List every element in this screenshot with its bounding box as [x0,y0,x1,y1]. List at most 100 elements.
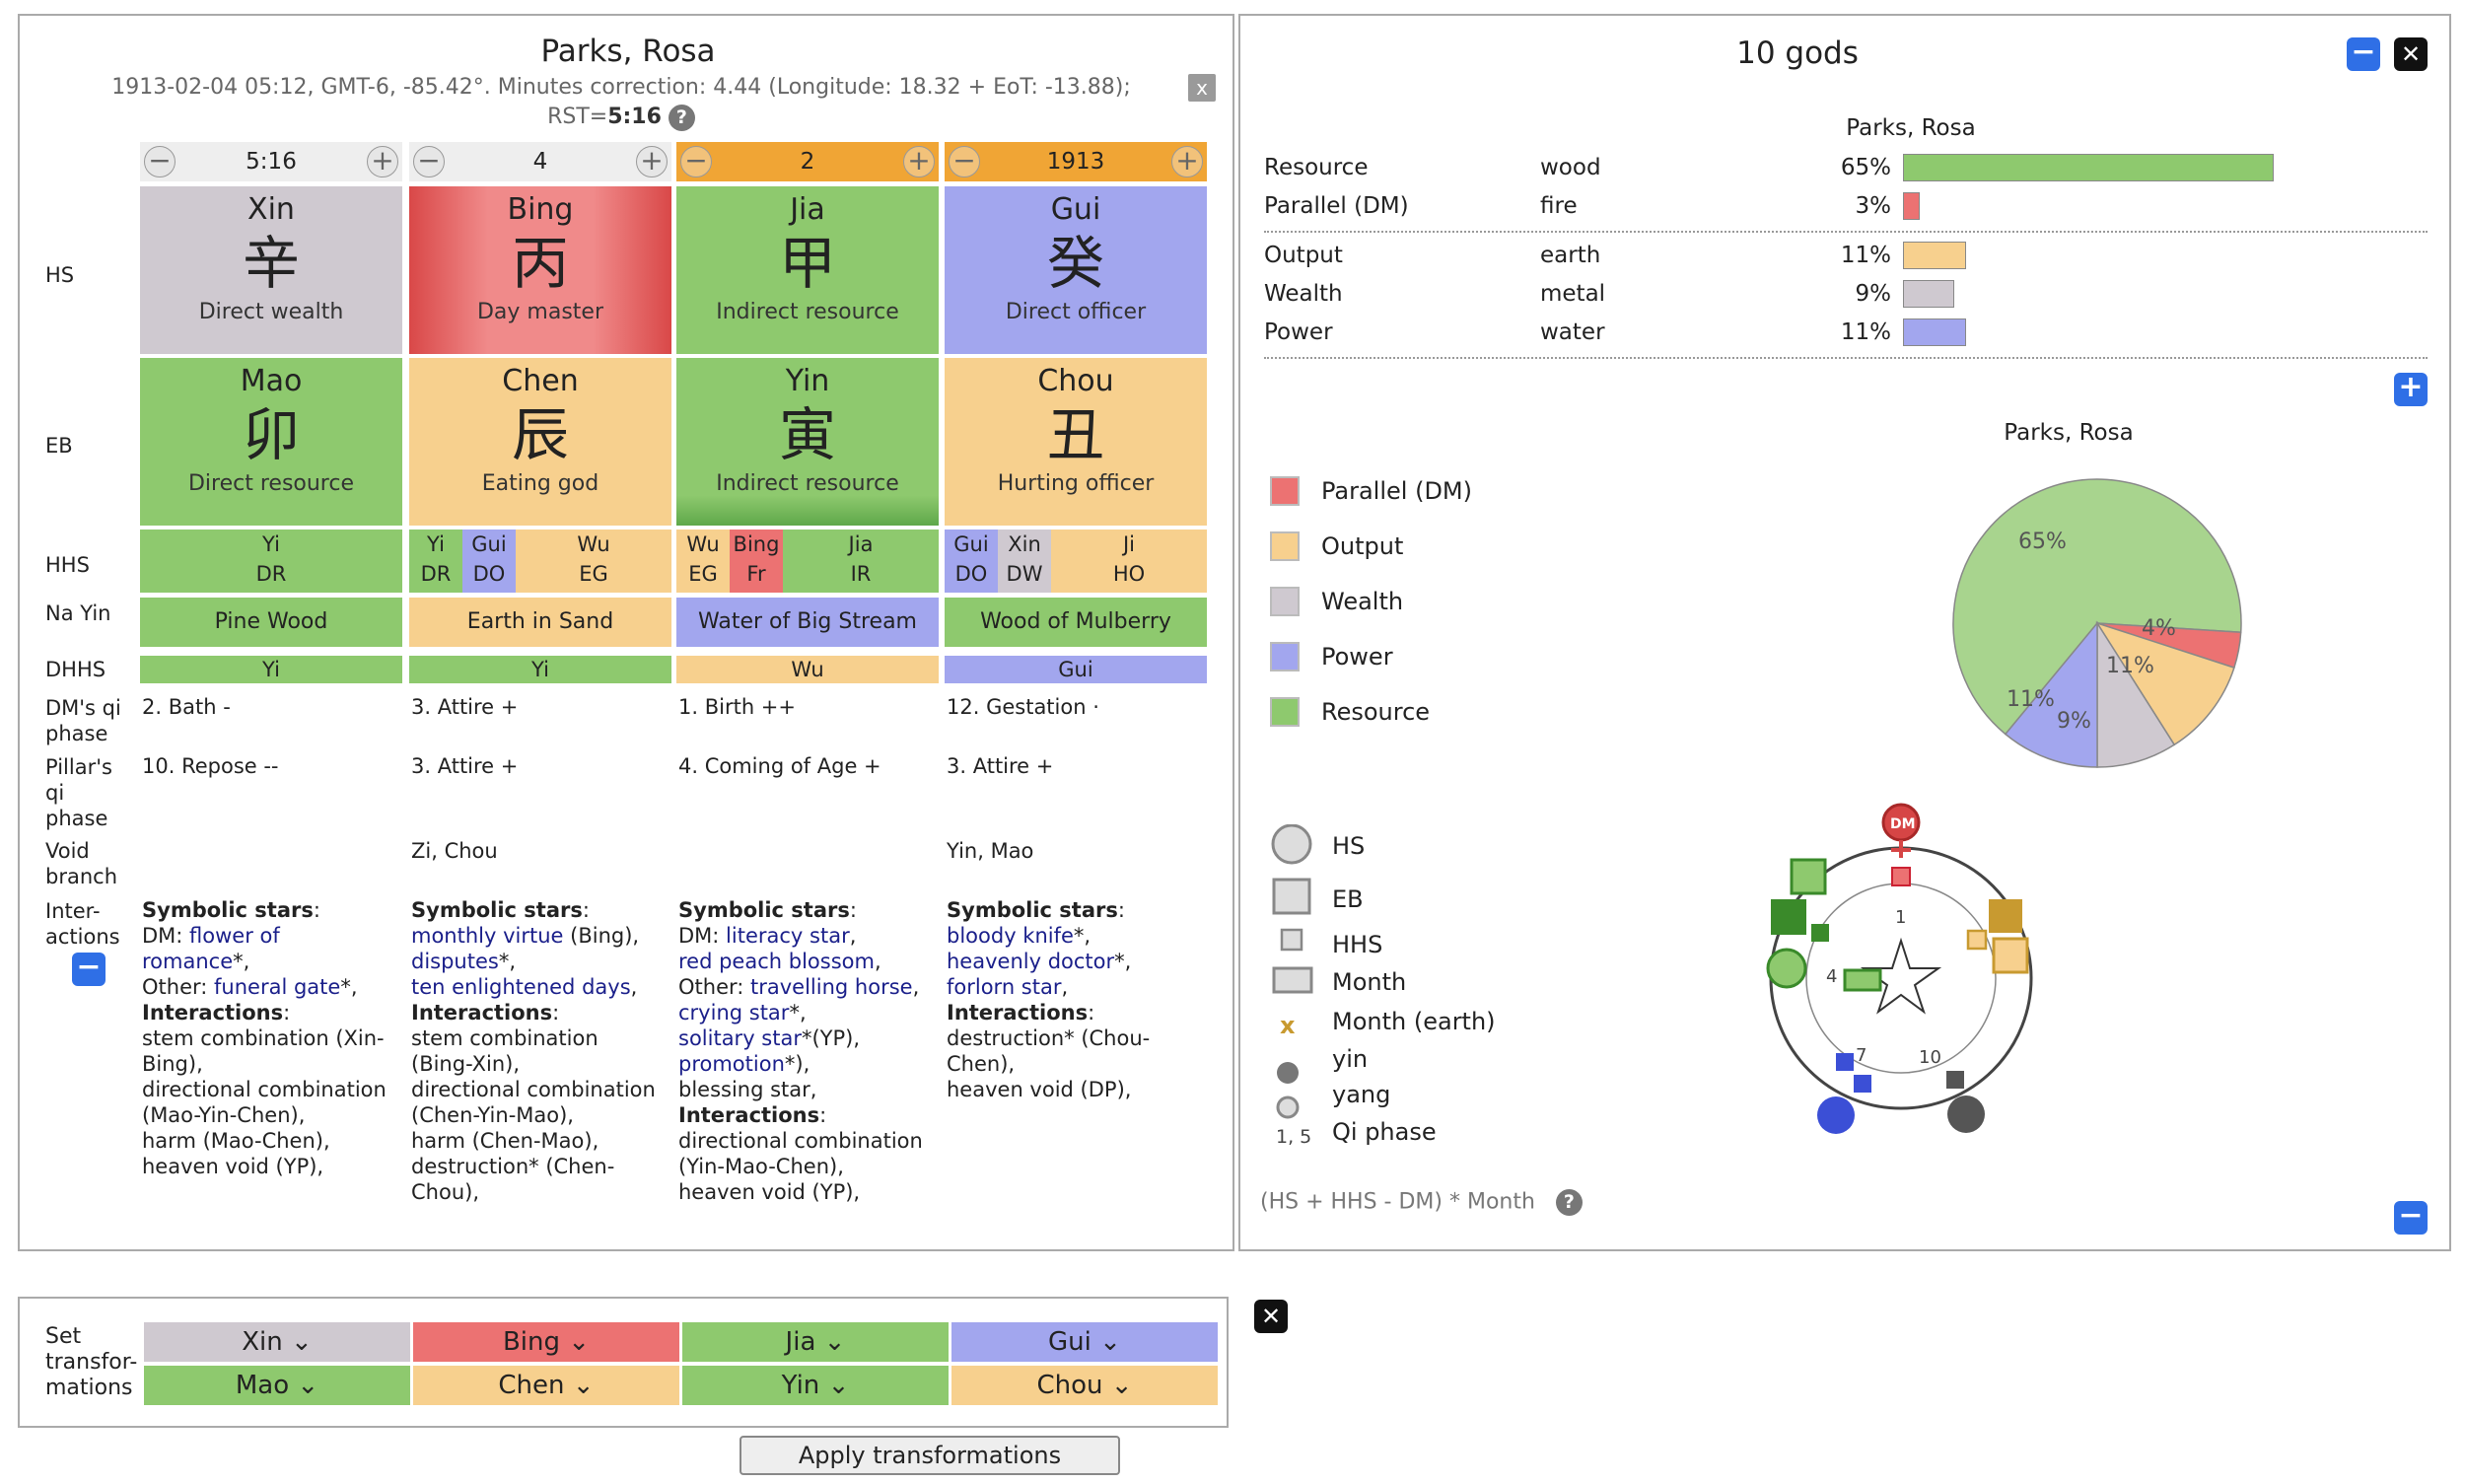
select-eb-year[interactable]: Chou ⌄ [951,1366,1218,1405]
dm-qi-day: 3. Attire + [411,695,519,719]
nayin-day: Earth in Sand [409,598,671,647]
interactions-year: Symbolic stars: bloody knife*, heavenly … [947,898,1151,1101]
collapse-interactions-button[interactable]: − [72,953,106,986]
decrement-day-button[interactable]: − [413,146,445,177]
decrement-hour-button[interactable]: − [144,146,176,177]
wood-hs-marker [1766,948,1807,989]
fire-hhs-marker [1891,867,1911,886]
close-chart-button[interactable]: x [1188,74,1216,102]
decrement-year-button[interactable]: − [949,146,980,177]
star-link[interactable]: flower of [189,924,280,948]
close-panel-button[interactable]: ✕ [2394,37,2428,71]
pie-slice-output [2095,621,2235,746]
birth-meta: 1913-02-04 05:12, GMT-6, -85.42°. Minute… [111,75,1131,131]
apply-transformations-button[interactable]: Apply transformations [740,1436,1120,1475]
key-yin: yin [1332,1045,1369,1073]
star-link[interactable]: forlorn star [947,975,1062,999]
god-row-wealth: Wealth metal 9% [1264,281,1891,307]
hs-cell-day[interactable]: Bing 丙 Day master [409,186,671,354]
select-hs-day[interactable]: Bing ⌄ [413,1322,679,1362]
eb-cell-day[interactable]: Chen 辰 Eating god [409,358,671,526]
star-link[interactable]: romance [142,950,234,973]
row-label-interactions: Inter-actions [45,899,120,949]
dhhs-year: Gui [945,656,1207,683]
select-eb-month[interactable]: Yin ⌄ [682,1366,949,1405]
key-hhs: HHS [1332,931,1383,958]
increment-year-button[interactable]: + [1170,146,1203,177]
water-hhs-marker [1854,1075,1871,1093]
star-link[interactable]: heavenly doctor [947,950,1115,973]
star-link[interactable]: literacy star [726,924,850,948]
ten-gods-title: 10 gods [1736,35,1859,71]
yang-icon [1276,1095,1300,1119]
star-link[interactable]: travelling horse [750,975,913,999]
legend-swatch [1270,587,1300,616]
star-link[interactable]: promotion [678,1052,785,1076]
select-hs-month[interactable]: Jia ⌄ [682,1322,949,1362]
qi-number: 4 [1826,966,1837,987]
row-label-void: Void branch [45,839,117,888]
select-hs-year[interactable]: Gui ⌄ [951,1322,1218,1362]
select-hs-hour[interactable]: Xin ⌄ [144,1322,410,1362]
increment-month-button[interactable]: + [902,146,935,177]
increment-day-button[interactable]: + [635,146,668,177]
decrement-month-button[interactable]: − [680,146,712,177]
pie-label-power: 11% [2007,687,2055,712]
star-link[interactable]: disputes [411,950,499,973]
help-icon[interactable]: ? [668,104,695,131]
pie-title: Parks, Rosa [2004,420,2134,446]
chevron-down-icon: ⌄ [827,1371,850,1400]
hs-cell-month[interactable]: Jia 甲 Indirect resource [676,186,939,354]
hour-stepper: −5:16 + [140,142,402,181]
wide-rect-icon [1272,966,1313,994]
select-eb-hour[interactable]: Mao ⌄ [144,1366,410,1405]
water-hs-marker [1817,1096,1855,1134]
eb-cell-month[interactable]: Yin 寅 Indirect resource [676,358,939,526]
key-month: Month [1332,968,1407,996]
month-stepper: −2 + [676,142,939,181]
key-eb: EB [1332,885,1364,913]
square-icon [1272,878,1311,915]
chevron-down-icon: ⌄ [1110,1371,1133,1400]
minimize-panel-button[interactable]: − [2347,37,2380,71]
increment-hour-button[interactable]: + [367,146,398,177]
row-label-pillar-qi: Pillar's qi phase [45,755,112,830]
eb-cell-year[interactable]: Chou 丑 Hurting officer [945,358,1207,526]
bazi-chart-panel: Parks, Rosa 1913-02-04 05:12, GMT-6, -85… [18,14,1234,1251]
pie-chart: 65% 4% 11% 9% 11% [1952,478,2242,768]
pie-label-resource: 65% [2018,530,2067,554]
star-link[interactable]: monthly virtue [411,924,564,948]
star-link[interactable]: bloody knife [947,924,1074,948]
hs-cell-hour[interactable]: Xin 辛 Direct wealth [140,186,402,354]
legend-swatch [1270,697,1300,727]
metal-hs-marker [1947,1095,1985,1133]
close-transformations-button[interactable]: ✕ [1254,1300,1288,1333]
day-stepper: −4 + [409,142,671,181]
help-icon[interactable]: ? [1555,1189,1583,1216]
star-link[interactable]: red peach blossom [678,950,875,973]
table-divider [1264,357,2428,359]
hs-cell-year[interactable]: Gui 癸 Direct officer [945,186,1207,354]
expand-button[interactable]: + [2394,373,2428,406]
star-link[interactable]: funeral gate [214,975,341,999]
key-symbols: x [1271,824,1313,1119]
star-link[interactable]: crying star [678,1001,790,1025]
wood-month-marker [1843,968,1882,992]
water-hhs-marker [1836,1053,1854,1071]
row-label-hs: HS [45,263,75,287]
star-link[interactable]: solitary star [678,1026,802,1050]
row-label-nayin: Na Yin [45,601,111,625]
pie-label-parallel: 4% [2142,616,2176,641]
eb-cell-hour[interactable]: Mao 卯 Direct resource [140,358,402,526]
dm-qi-month: 1. Birth ++ [678,695,796,719]
collapse-button[interactable]: − [2394,1201,2428,1235]
bar-resource [1903,154,2274,181]
hhs-year-xin: Xin DW [998,530,1051,593]
dhhs-day: Yi [409,656,671,683]
hhs-day-yi: Yi DR [409,530,462,593]
nayin-hour: Pine Wood [140,598,402,647]
ten-gods-panel: 10 gods − ✕ Parks, Rosa Resource wood 65… [1238,14,2451,1251]
star-link[interactable]: ten enlightened days [411,975,631,999]
select-eb-day[interactable]: Chen ⌄ [413,1366,679,1405]
year-stepper: −1913 + [945,142,1207,181]
